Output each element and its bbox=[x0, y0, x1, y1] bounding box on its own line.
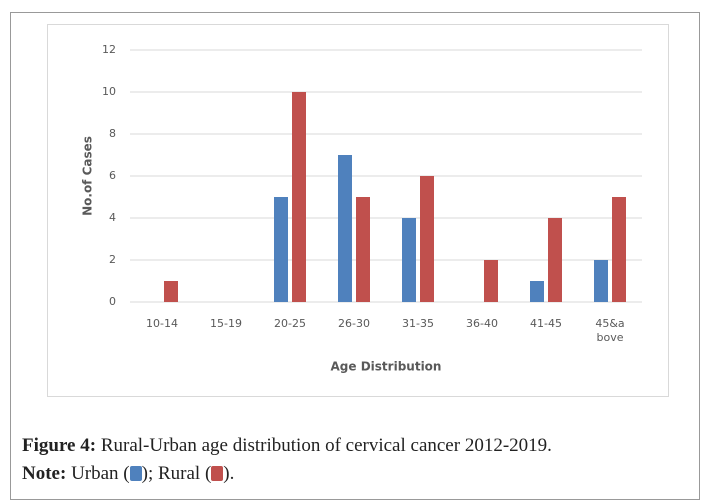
x-tick-label: 15-19 bbox=[210, 317, 242, 330]
bar bbox=[274, 197, 288, 302]
y-tick-label: 0 bbox=[109, 295, 116, 308]
y-tick-label: 4 bbox=[109, 211, 116, 224]
y-tick-label: 12 bbox=[102, 43, 116, 56]
note-label: Note: bbox=[22, 463, 67, 484]
legend-swatch bbox=[129, 466, 142, 481]
note-open: ( bbox=[204, 463, 212, 484]
note-open: ( bbox=[123, 463, 130, 484]
bar bbox=[484, 260, 498, 302]
bar bbox=[420, 176, 434, 302]
legend-label: Urban bbox=[71, 463, 119, 484]
y-axis-label: No.of Cases bbox=[81, 136, 95, 216]
note: Note: Urban (); Rural (). bbox=[22, 460, 694, 488]
y-tick-label: 10 bbox=[102, 85, 116, 98]
bar bbox=[594, 260, 608, 302]
bar bbox=[338, 155, 352, 302]
x-tick-label: 31-35 bbox=[402, 317, 434, 330]
chart-frame bbox=[47, 24, 669, 397]
caption: Figure 4: Rural-Urban age distribution o… bbox=[22, 432, 694, 460]
figure-frame bbox=[10, 12, 700, 500]
note-sep: ); bbox=[141, 463, 154, 484]
legend-label: Rural bbox=[157, 463, 201, 484]
bar bbox=[292, 92, 306, 302]
note-close: ). bbox=[223, 463, 235, 484]
x-tick-label: 26-30 bbox=[338, 317, 370, 330]
caption-label: Figure 4: bbox=[22, 435, 97, 456]
bar bbox=[612, 197, 626, 302]
bar bbox=[530, 281, 544, 302]
y-tick-label: 2 bbox=[109, 253, 116, 266]
y-tick-label: 8 bbox=[109, 127, 116, 140]
x-tick-label: 41-45 bbox=[530, 317, 562, 330]
x-tick-label: 45&a bove bbox=[595, 317, 624, 344]
bar bbox=[164, 281, 178, 302]
x-axis-label: Age Distribution bbox=[331, 360, 442, 374]
legend-swatch bbox=[211, 466, 224, 481]
x-tick-label: 20-25 bbox=[274, 317, 306, 330]
bar bbox=[356, 197, 370, 302]
caption-text: Rural-Urban age distribution of cervical… bbox=[100, 435, 552, 456]
y-tick-label: 6 bbox=[109, 169, 116, 182]
bar bbox=[548, 218, 562, 302]
bar bbox=[402, 218, 416, 302]
x-tick-label: 10-14 bbox=[146, 317, 178, 330]
x-tick-label: 36-40 bbox=[466, 317, 498, 330]
